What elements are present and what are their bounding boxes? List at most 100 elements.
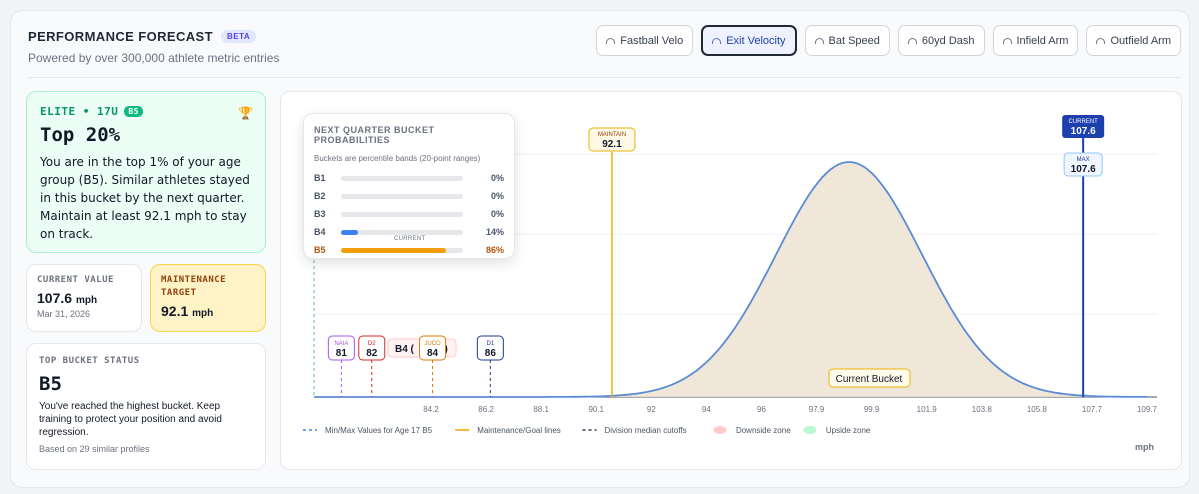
popup-title: NEXT QUARTER BUCKET PROBABILITIES <box>314 125 435 145</box>
maintenance-number: 92.1 <box>161 303 189 319</box>
cutoff-box-d2 <box>358 335 386 361</box>
x-tick-label: 99.9 <box>864 405 880 414</box>
cutoff-value-d2: 82 <box>366 348 378 359</box>
title-text: PERFORMANCE FORECAST <box>28 29 213 44</box>
current-bucket-box <box>828 368 911 388</box>
maintenance-value: 92.1 mph <box>161 303 255 319</box>
maintenance-unit: mph <box>192 308 214 319</box>
tab-label: Outfield Arm <box>1110 34 1171 47</box>
bucket-name: B2 <box>314 191 326 201</box>
bucket-name: B4 <box>314 227 326 237</box>
current-value-date: Mar 31, 2026 <box>37 309 91 319</box>
bucket-row-b2: B2 0% <box>314 187 504 205</box>
tab-label: Infield Arm <box>1016 34 1069 47</box>
x-tick-label: 103.8 <box>972 405 993 414</box>
bucket-pct: 0% <box>490 209 504 219</box>
bucket-badge: B5 <box>124 106 143 117</box>
top-bucket-description: You've reached the highest bucket. Keep … <box>39 401 222 438</box>
bucket-name: B5 <box>314 245 326 255</box>
b4-label-text: B4 ( <box>395 344 415 355</box>
cutoff-box-d1 <box>476 335 504 361</box>
maintenance-label: MAINTENANCE TARGET <box>161 275 227 298</box>
gauge-icon <box>1096 37 1106 44</box>
legend-label: Division median cutoffs <box>605 426 687 435</box>
tab-label: 60yd Dash <box>921 34 975 47</box>
current-value-card: CURRENT VALUE 107.6 mph Mar 31, 2026 <box>26 264 142 332</box>
x-tick-label: 107.7 <box>1082 405 1103 414</box>
tab-label: Exit Velocity <box>726 34 786 47</box>
bucket-row-b3: B3 0% <box>314 205 504 223</box>
top-bucket-note: Based on 29 similar profiles <box>39 444 150 454</box>
bucket-rows: B1 0% B2 0% B3 0% B4 14% B5 86% CURRENT <box>314 169 504 259</box>
header-divider <box>28 77 1181 78</box>
x-tick-label: 97.9 <box>809 405 825 414</box>
max-label: MAX <box>1077 157 1090 163</box>
page-subtitle: Powered by over 300,000 athlete metric e… <box>28 51 280 65</box>
x-tick-label: 86.2 <box>478 405 494 414</box>
max-value: 107.6 <box>1071 164 1096 175</box>
current-value-unit: mph <box>75 295 98 306</box>
current-bucket-label: Current Bucket <box>836 374 903 385</box>
tab-label: Bat Speed <box>828 34 880 47</box>
x-tick-label: 92 <box>647 405 656 414</box>
distribution-curve <box>314 161 1147 398</box>
cutoff-value-juco: 84 <box>427 348 439 359</box>
bucket-name: B1 <box>314 173 326 183</box>
x-tick-label: 101.9 <box>917 405 938 414</box>
max-label-box <box>1063 152 1103 177</box>
x-tick-label: 90.1 <box>588 405 604 414</box>
bucket-track <box>341 229 463 235</box>
tab-infield-arm[interactable]: Infield Arm <box>992 25 1079 56</box>
current-value-number: 107.6 <box>37 290 73 306</box>
bucket-name: B3 <box>314 209 326 219</box>
legend-swatch <box>803 426 817 434</box>
bucket-probabilities-popup: NEXT QUARTER BUCKET PROBABILITIES Bucket… <box>303 113 515 259</box>
elite-card: ELITE • 17U B5 🏆 Top 20% You are in the … <box>26 91 266 253</box>
cutoff-box-naia <box>327 335 355 361</box>
tab-fastball-velo[interactable]: Fastball Velo <box>596 25 694 56</box>
bucket-fill <box>341 229 359 235</box>
top-bucket-label: TOP BUCKET STATUS <box>39 356 140 366</box>
bucket-track <box>341 247 463 253</box>
gauge-icon <box>606 37 616 44</box>
gauge-icon <box>1002 37 1012 44</box>
top-bucket-value: B5 <box>39 373 62 395</box>
gauge-icon <box>712 37 722 44</box>
elite-description: You are in the top 1% of your age group … <box>40 155 250 241</box>
x-tick-label: 84.2 <box>423 405 439 414</box>
current-value: 107.6 mph <box>37 290 131 306</box>
x-axis-unit: mph <box>1135 442 1154 452</box>
current-label-box <box>1062 115 1105 138</box>
x-tick-label: 105.8 <box>1027 405 1048 414</box>
bucket-pct: 0% <box>490 173 504 183</box>
bucket-track <box>341 193 463 199</box>
bucket-row-b4: B4 14% <box>314 223 504 241</box>
legend-label: Upside zone <box>826 426 871 435</box>
maintain-label: MAINTAIN <box>598 132 626 138</box>
tab-bat-speed[interactable]: Bat Speed <box>804 25 890 56</box>
legend-label: Downside zone <box>736 426 791 435</box>
bucket-row-b1: B1 0% <box>314 169 504 187</box>
tab-outfield-arm[interactable]: Outfield Arm <box>1086 25 1181 56</box>
cutoff-label-d2: D2 <box>368 341 376 347</box>
maintain-label-box <box>588 127 636 152</box>
bucket-pct: 0% <box>490 191 504 201</box>
bucket-pct: 14% <box>485 227 504 237</box>
top-bucket-card: TOP BUCKET STATUS B5 You've reached the … <box>26 343 266 470</box>
legend-label: Maintenance/Goal lines <box>477 426 561 435</box>
maintenance-target-card: MAINTENANCE TARGET 92.1 mph <box>150 264 266 332</box>
gauge-icon <box>814 37 824 44</box>
tab-60yd-dash[interactable]: 60yd Dash <box>897 25 985 56</box>
tab-label: Fastball Velo <box>620 34 684 47</box>
cutoff-value-d1: 86 <box>485 348 497 359</box>
legend-swatch <box>713 426 727 434</box>
bucket-track <box>341 175 463 181</box>
beta-badge: BETA <box>220 30 257 43</box>
maintain-value: 92.1 <box>602 139 622 150</box>
tab-exit-velocity[interactable]: Exit Velocity <box>701 25 797 56</box>
cutoff-label-naia: NAIA <box>334 341 348 347</box>
bucket-row-b5: B5 86% CURRENT <box>314 236 504 259</box>
popup-subtitle: Buckets are percentile bands (20-point r… <box>314 154 481 163</box>
elite-headline: Top 20% <box>40 124 121 146</box>
